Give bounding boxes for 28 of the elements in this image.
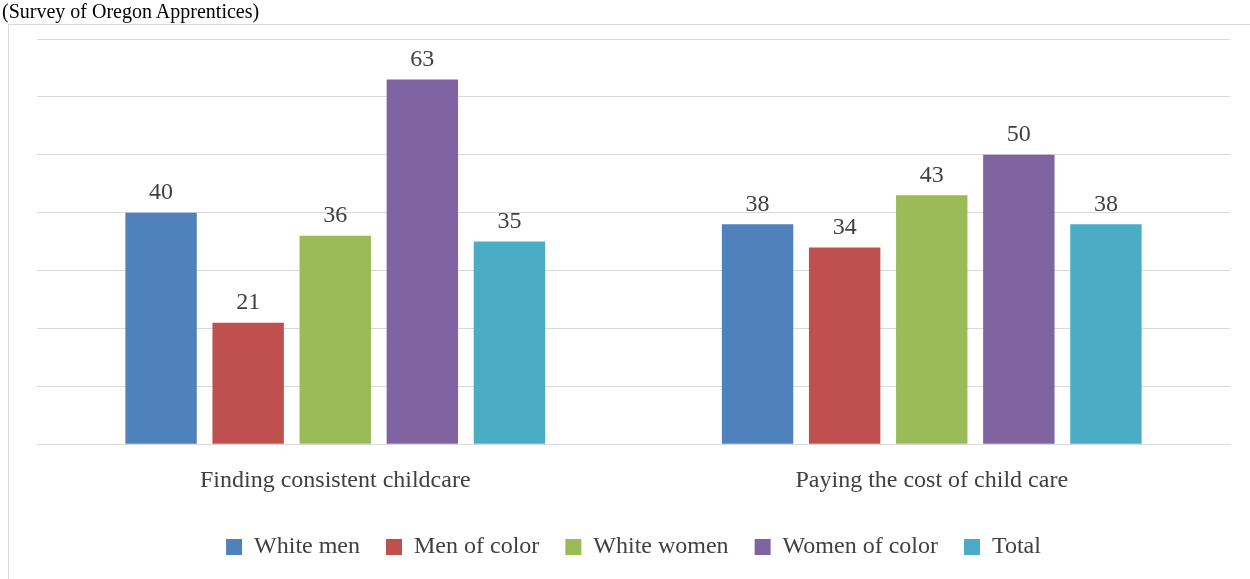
data-label: 21: [236, 287, 261, 314]
chart-subtitle: (Survey of Oregon Apprentices): [2, 0, 260, 22]
bar: [125, 212, 197, 444]
data-label: 36: [323, 201, 348, 228]
bar: [808, 247, 881, 444]
data-label: 38: [1093, 189, 1118, 216]
bar: [983, 154, 1055, 444]
data-label: 40: [149, 177, 174, 204]
legend-label: Total: [991, 532, 1042, 559]
legend-label: White women: [593, 532, 729, 559]
bar: [473, 241, 546, 444]
bar: [896, 195, 968, 444]
legend-label: Women of color: [782, 532, 938, 559]
data-label: 34: [832, 212, 857, 239]
bar: [1070, 224, 1142, 444]
legend-label: Men of color: [414, 532, 540, 559]
data-label: 50: [1006, 120, 1031, 147]
legend-label: White men: [254, 532, 361, 559]
data-label: 38: [745, 189, 770, 216]
data-label: 35: [497, 206, 522, 233]
x-tick-label: Finding consistent childcare: [199, 465, 471, 492]
x-tick-label: Paying the cost of child care: [795, 465, 1069, 492]
data-label: 63: [410, 44, 435, 71]
data-label: 43: [919, 160, 944, 187]
bar: [212, 322, 284, 444]
bar: [721, 224, 794, 444]
bar: [386, 79, 459, 444]
bar: [299, 235, 371, 444]
